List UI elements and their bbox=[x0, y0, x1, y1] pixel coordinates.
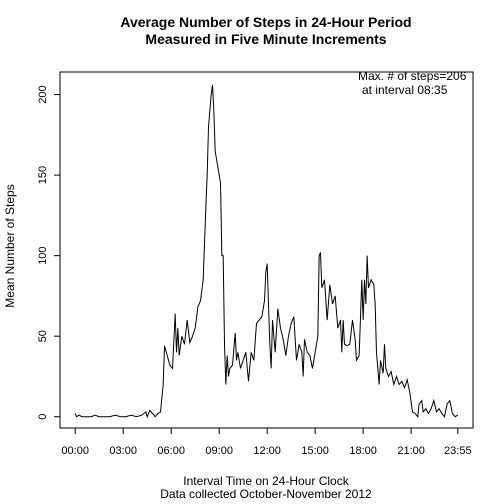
y-tick-label: 150 bbox=[37, 166, 49, 184]
y-tick-label: 100 bbox=[37, 246, 49, 264]
subtitle: Data collected October-November 2012 bbox=[160, 487, 372, 501]
x-tick-label: 09:00 bbox=[205, 445, 233, 457]
y-tick-label: 50 bbox=[37, 330, 49, 342]
annotation: Max. # of steps=206 bbox=[358, 69, 467, 83]
annotation: at interval 08:35 bbox=[362, 83, 448, 97]
chart-title: Average Number of Steps in 24-Hour Perio… bbox=[120, 14, 411, 30]
x-tick-label: 12:00 bbox=[253, 445, 281, 457]
y-tick-label: 0 bbox=[37, 414, 49, 420]
x-tick-label: 21:00 bbox=[397, 445, 425, 457]
x-tick-label: 03:00 bbox=[109, 445, 137, 457]
x-tick-label: 23:55 bbox=[444, 445, 472, 457]
x-tick-label: 06:00 bbox=[157, 445, 185, 457]
x-tick-label: 18:00 bbox=[349, 445, 377, 457]
y-tick-label: 200 bbox=[37, 85, 49, 103]
x-axis-label: Interval Time on 24-Hour Clock bbox=[183, 474, 349, 488]
plot-frame bbox=[59, 71, 474, 429]
x-tick-label: 00:00 bbox=[61, 445, 89, 457]
y-axis-label: Mean Number of Steps bbox=[3, 184, 17, 307]
chart-title: Measured in Five Minute Increments bbox=[145, 31, 386, 47]
data-line bbox=[74, 84, 459, 419]
x-tick-label: 15:00 bbox=[301, 445, 329, 457]
